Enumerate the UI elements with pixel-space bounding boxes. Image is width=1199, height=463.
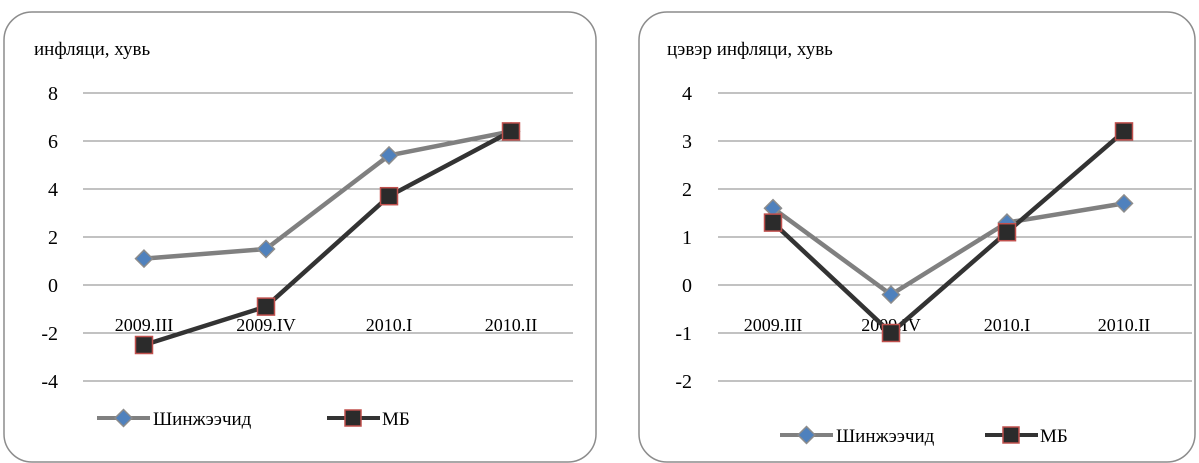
legend-label-series-2: МБ (1040, 426, 1068, 447)
y-tick-label: 8 (48, 83, 58, 105)
data-point-square (256, 297, 276, 316)
y-tick-label: 0 (682, 275, 692, 297)
data-point-square (501, 122, 521, 141)
y-tick-label: 6 (48, 131, 58, 153)
x-tick-labels: 2009.III 2009.IV 2010.I 2010.II (115, 315, 537, 335)
series-line-1 (771, 201, 1125, 297)
y-tick-label: 4 (682, 83, 692, 105)
y-tick-labels: 8 6 4 2 0 -2 -4 (41, 83, 58, 393)
data-point-square (379, 186, 399, 206)
legend: Шинжээчид МБ (780, 425, 1068, 447)
y-tick-label: 1 (682, 227, 692, 249)
y-tick-label: 4 (48, 179, 58, 201)
x-tick-label: 2009.IV (236, 315, 296, 335)
y-tick-labels: 4 3 2 1 0 -1 -2 (675, 83, 692, 393)
legend-label-series-1: Шинжээчид (153, 409, 252, 430)
y-tick-label: 3 (682, 131, 692, 153)
series-line-1 (143, 129, 512, 261)
y-tick-label: -2 (675, 371, 692, 393)
data-point-square (997, 222, 1017, 242)
x-tick-label: 2010.II (485, 315, 538, 335)
data-point-square (134, 335, 154, 355)
y-tick-label: -4 (41, 371, 58, 393)
x-tick-label: 2009.III (744, 315, 802, 335)
data-point-diamond (134, 249, 154, 269)
data-point-diamond (881, 285, 901, 305)
legend-square-marker (1002, 426, 1020, 444)
chart-title: цэвэр инфляци, хувь (667, 39, 833, 60)
series-layer (763, 122, 1134, 343)
data-point-diamond (256, 239, 276, 259)
legend-diamond-marker (113, 408, 134, 428)
legend-label-series-1: Шинжээчид (836, 426, 935, 447)
x-tick-label: 2009.III (115, 315, 173, 335)
chart-title: инфляци, хувь (34, 39, 150, 60)
y-tick-label: 2 (682, 179, 692, 201)
y-tick-label: 2 (48, 227, 58, 249)
legend-label-series-2: МБ (382, 409, 410, 430)
data-point-square (881, 323, 901, 343)
gridlines (83, 92, 573, 382)
data-point-diamond (1114, 193, 1134, 213)
data-point-diamond (379, 145, 399, 165)
series-layer (134, 121, 521, 355)
y-tick-label: -1 (675, 323, 692, 345)
series-line-2 (771, 129, 1126, 336)
core-inflation-chart: цэвэр инфляци, хувь 4 3 2 1 0 -1 -2 2009.III 20… (638, 11, 1196, 463)
y-tick-label: 0 (48, 275, 58, 297)
data-point-square (763, 213, 783, 232)
series-line-2 (143, 129, 513, 348)
legend-diamond-marker (796, 425, 817, 445)
legend: Шинжээчид МБ (97, 408, 410, 430)
x-tick-label: 2010.II (1098, 315, 1151, 335)
x-tick-label: 2010.I (366, 315, 413, 335)
y-tick-label: -2 (41, 323, 58, 345)
x-tick-label: 2010.I (984, 315, 1031, 335)
gridlines (718, 92, 1192, 382)
legend-square-marker (344, 409, 362, 427)
data-point-square (1114, 122, 1134, 141)
